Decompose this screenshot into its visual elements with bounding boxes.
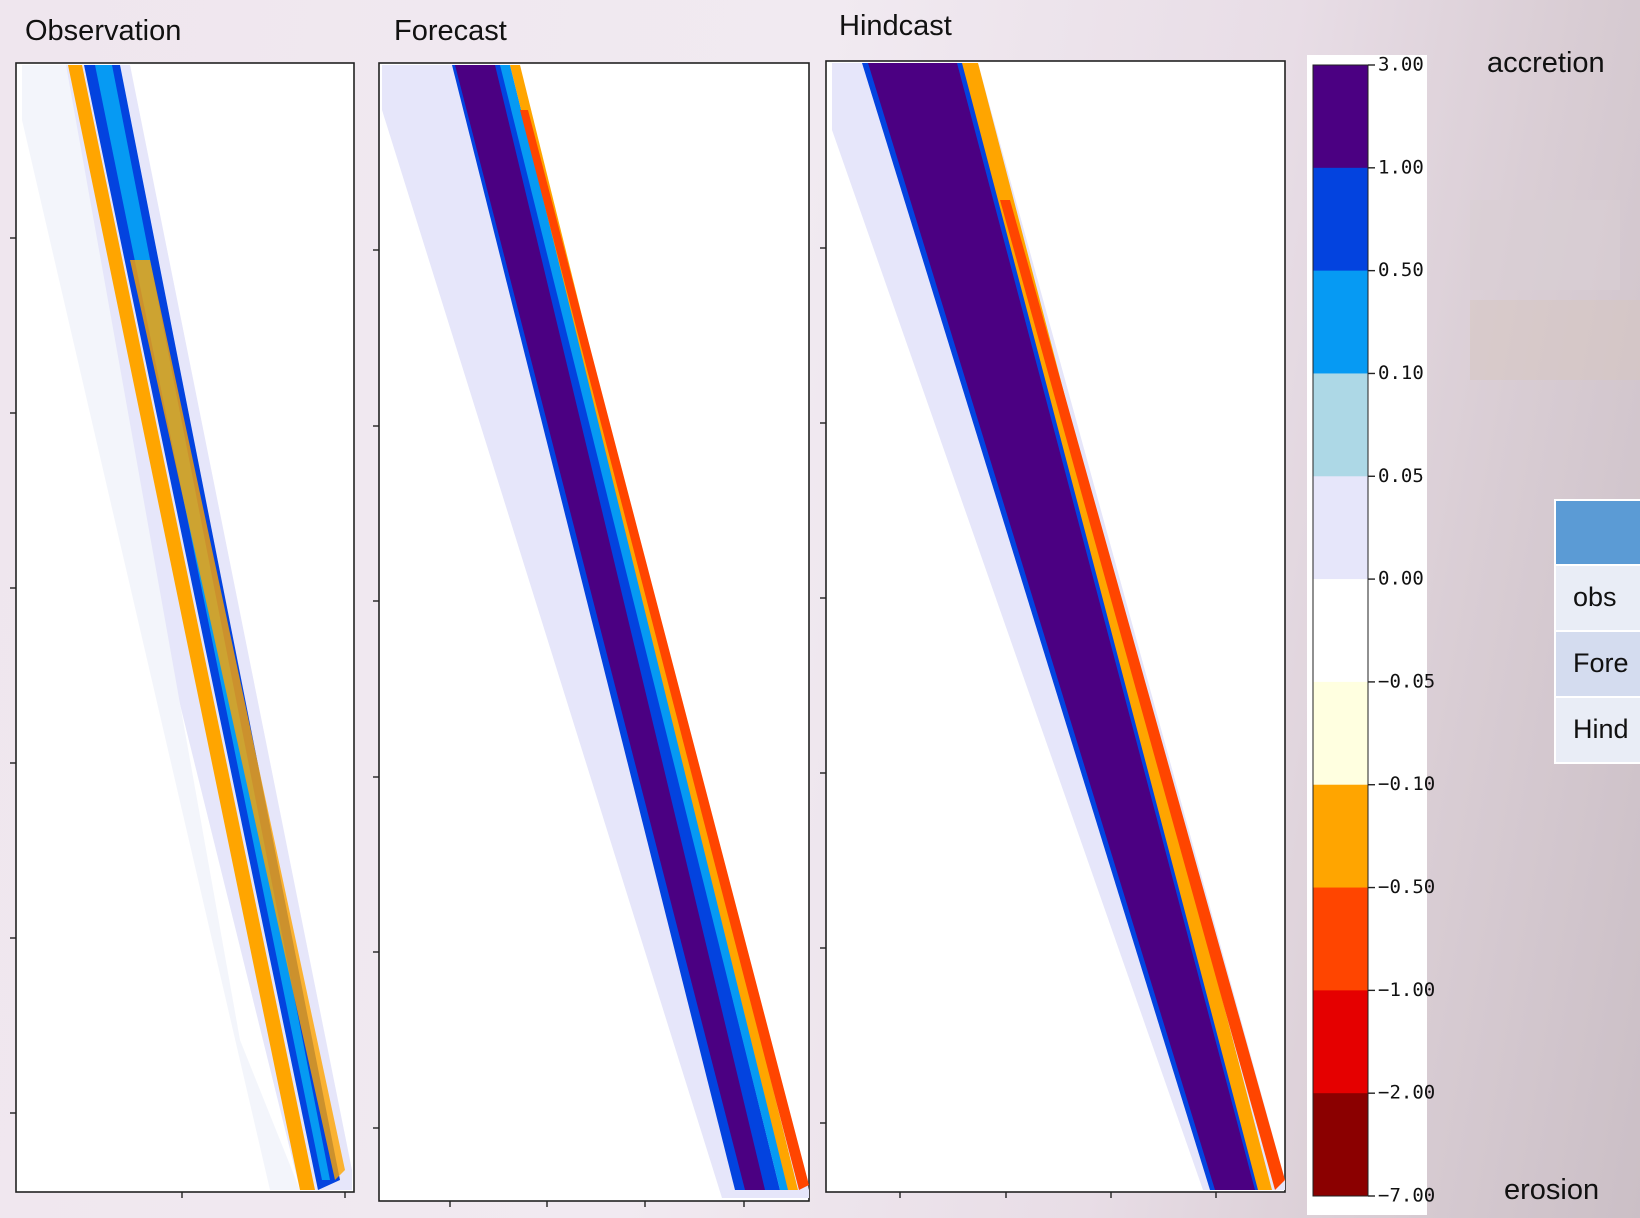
panel-title: Hindcast	[839, 10, 952, 42]
map-red	[1000, 200, 1285, 1190]
panel-title: Forecast	[394, 15, 507, 47]
background-dune	[1470, 300, 1640, 380]
accretion-label: accretion	[1487, 47, 1605, 79]
colorbar-tick-label: 0.05	[1378, 465, 1424, 487]
table-row	[1554, 696, 1640, 764]
colorbar-bin	[1313, 167, 1368, 272]
panel-title: Observation	[25, 15, 181, 47]
colorbar-bin	[1313, 270, 1368, 374]
colorbar-tick-label: −1.00	[1378, 979, 1435, 1001]
erosion-label: erosion	[1504, 1174, 1599, 1206]
map-orange	[68, 65, 315, 1190]
table-cell: Fore	[1573, 648, 1629, 678]
colorbar-bin	[1313, 990, 1368, 1094]
colorbar-tick-label: −0.50	[1378, 876, 1435, 898]
colorbar-tick-label: 3.00	[1378, 54, 1424, 76]
colorbar-bin	[1313, 476, 1368, 580]
table: obs Fore Hind	[1554, 499, 1640, 764]
map-lightblue	[500, 65, 790, 1190]
map-speckle	[22, 65, 300, 1190]
colorbar-bin	[1313, 579, 1368, 683]
colorbar-tick-label: 0.00	[1378, 568, 1424, 590]
map-red	[520, 110, 809, 1190]
colorbar-bin	[1313, 784, 1368, 889]
background-house	[1470, 200, 1620, 290]
table-body: obs Fore Hind	[1554, 564, 1640, 764]
colorbar-tick-label: −2.00	[1378, 1082, 1435, 1104]
colorbar-outline	[1312, 64, 1369, 1197]
observation-map	[10, 62, 355, 1198]
colorbar-tick-label: 0.50	[1378, 259, 1424, 281]
table-row	[1554, 630, 1640, 698]
colorbar-tick-label: −0.05	[1378, 670, 1435, 692]
forecast-map	[373, 62, 810, 1207]
colorbar-bin	[1313, 373, 1368, 477]
colorbar-bin	[1313, 887, 1368, 991]
colorbar: 3.00 1.00 0.50 0.10 0.05 0.00 −0.05 −0.10 −0.50 −…	[1312, 54, 1435, 1207]
map-orange	[130, 260, 345, 1180]
colorbar-bin	[1313, 65, 1368, 169]
table-header	[1554, 499, 1640, 566]
map-indigo	[868, 63, 1255, 1190]
colorbar-tick-label: −0.10	[1378, 773, 1435, 795]
colorbar-bin	[1313, 1093, 1368, 1197]
table-row	[1554, 564, 1640, 632]
map-indigo	[455, 65, 765, 1190]
colorbar-tick-label: 1.00	[1378, 156, 1424, 178]
table-cell: obs	[1573, 582, 1617, 612]
colorbar-tick-label: 0.10	[1378, 362, 1424, 384]
table-cell: Hind	[1573, 714, 1629, 744]
hindcast-map	[820, 60, 1286, 1198]
colorbar-tick-label: −7.00	[1378, 1185, 1435, 1207]
colorbar-bin	[1313, 681, 1368, 786]
map-orange	[962, 63, 1272, 1190]
